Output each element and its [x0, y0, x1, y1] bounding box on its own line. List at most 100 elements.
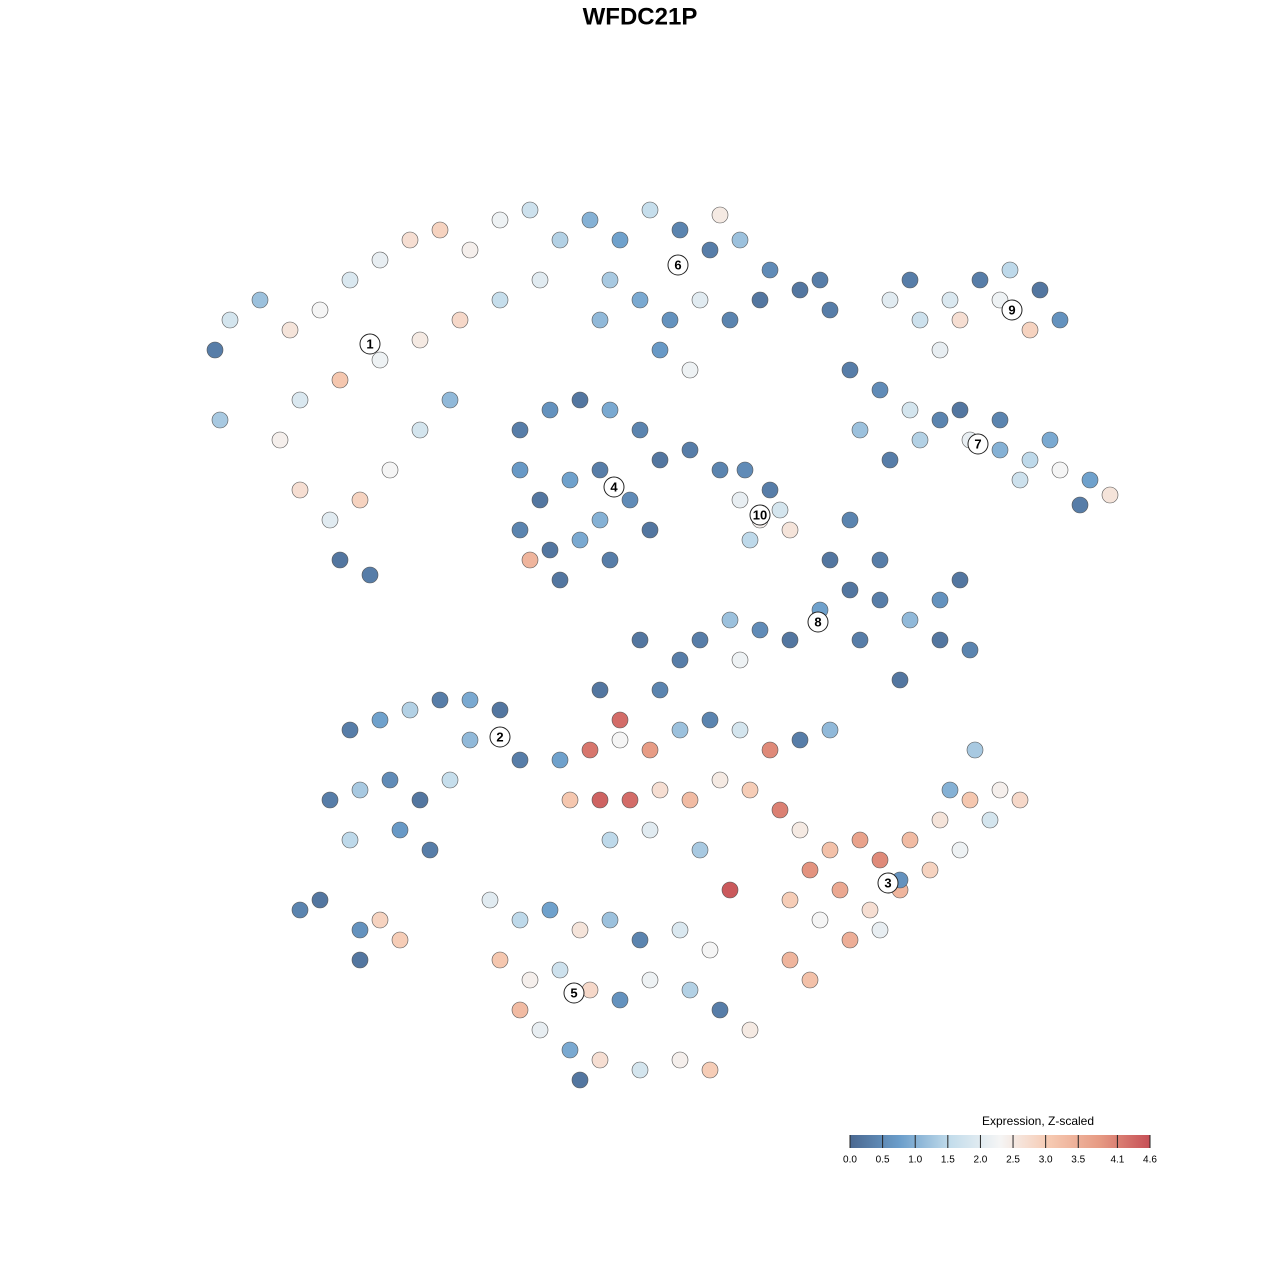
point: [371, 911, 389, 929]
point: [1011, 471, 1029, 489]
point: [671, 1051, 689, 1069]
point: [1021, 321, 1039, 339]
point: [351, 781, 369, 799]
point: [781, 891, 799, 909]
point: [371, 351, 389, 369]
point: [411, 421, 429, 439]
point: [531, 1021, 549, 1039]
point: [511, 1001, 529, 1019]
point: [381, 461, 399, 479]
point: [671, 221, 689, 239]
point: [591, 681, 609, 699]
point: [561, 1041, 579, 1059]
point: [941, 781, 959, 799]
cluster-badge: [967, 433, 989, 455]
point: [911, 431, 929, 449]
point: [491, 701, 509, 719]
point: [491, 211, 509, 229]
point: [871, 381, 889, 399]
point: [571, 531, 589, 549]
point: [741, 781, 759, 799]
point: [291, 481, 309, 499]
point: [561, 791, 579, 809]
point: [401, 231, 419, 249]
point: [671, 651, 689, 669]
point: [951, 401, 969, 419]
point: [341, 831, 359, 849]
point: [881, 451, 899, 469]
point: [211, 411, 229, 429]
point: [731, 651, 749, 669]
point: [641, 971, 659, 989]
colorbar-tick-label: 4.1: [1110, 1155, 1124, 1166]
cluster-badge: [563, 982, 585, 1004]
point: [341, 721, 359, 739]
point: [791, 731, 809, 749]
point: [311, 891, 329, 909]
point: [791, 281, 809, 299]
point: [821, 551, 839, 569]
point: [511, 421, 529, 439]
point: [951, 571, 969, 589]
point: [841, 511, 859, 529]
point: [571, 1071, 589, 1089]
point: [781, 951, 799, 969]
point: [851, 421, 869, 439]
point: [541, 541, 559, 559]
point: [851, 831, 869, 849]
point: [351, 921, 369, 939]
point: [611, 991, 629, 1009]
cluster-badge: [1001, 299, 1023, 321]
point: [581, 981, 599, 999]
point: [601, 271, 619, 289]
cluster-badge: [359, 333, 381, 355]
point: [731, 231, 749, 249]
point: [701, 941, 719, 959]
point: [251, 291, 269, 309]
cluster-badge: [603, 476, 625, 498]
point: [661, 311, 679, 329]
point: [571, 391, 589, 409]
point: [631, 631, 649, 649]
point: [691, 631, 709, 649]
point: [631, 291, 649, 309]
point: [271, 431, 289, 449]
point: [671, 721, 689, 739]
point: [741, 531, 759, 549]
point: [221, 311, 239, 329]
point: [531, 271, 549, 289]
point: [341, 271, 359, 289]
point: [621, 491, 639, 509]
chart-title: WFDC21P: [583, 3, 698, 30]
point: [551, 961, 569, 979]
point: [551, 231, 569, 249]
cluster-label: 6: [674, 257, 681, 272]
point: [291, 901, 309, 919]
point: [671, 921, 689, 939]
point: [371, 251, 389, 269]
point: [981, 811, 999, 829]
point: [511, 911, 529, 929]
point: [931, 341, 949, 359]
point: [521, 201, 539, 219]
point: [361, 566, 379, 584]
point: [601, 911, 619, 929]
points: [206, 201, 1119, 1089]
point: [511, 461, 529, 479]
point: [741, 1021, 759, 1039]
point: [841, 361, 859, 379]
point: [411, 791, 429, 809]
point: [321, 791, 339, 809]
colorbar: Expression, Z-scaled 0.0 0.5 1.0 1.5 2.0 2.5 3…: [843, 1114, 1157, 1165]
point: [1021, 451, 1039, 469]
cluster-label: 2: [496, 729, 503, 744]
point: [691, 291, 709, 309]
point: [961, 791, 979, 809]
point: [701, 1061, 719, 1079]
point: [441, 391, 459, 409]
point: [351, 951, 369, 969]
point: [871, 921, 889, 939]
point: [911, 311, 929, 329]
point: [961, 641, 979, 659]
point: [1031, 281, 1049, 299]
